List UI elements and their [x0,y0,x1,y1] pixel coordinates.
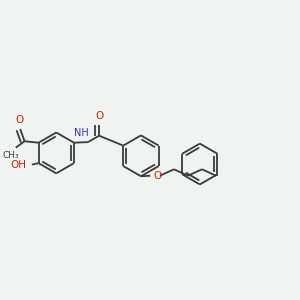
Text: O: O [95,111,104,121]
Text: OH: OH [10,160,26,170]
Text: CH₃: CH₃ [3,152,20,160]
Text: O: O [154,171,162,181]
Text: O: O [16,116,24,125]
Text: NH: NH [74,128,88,138]
